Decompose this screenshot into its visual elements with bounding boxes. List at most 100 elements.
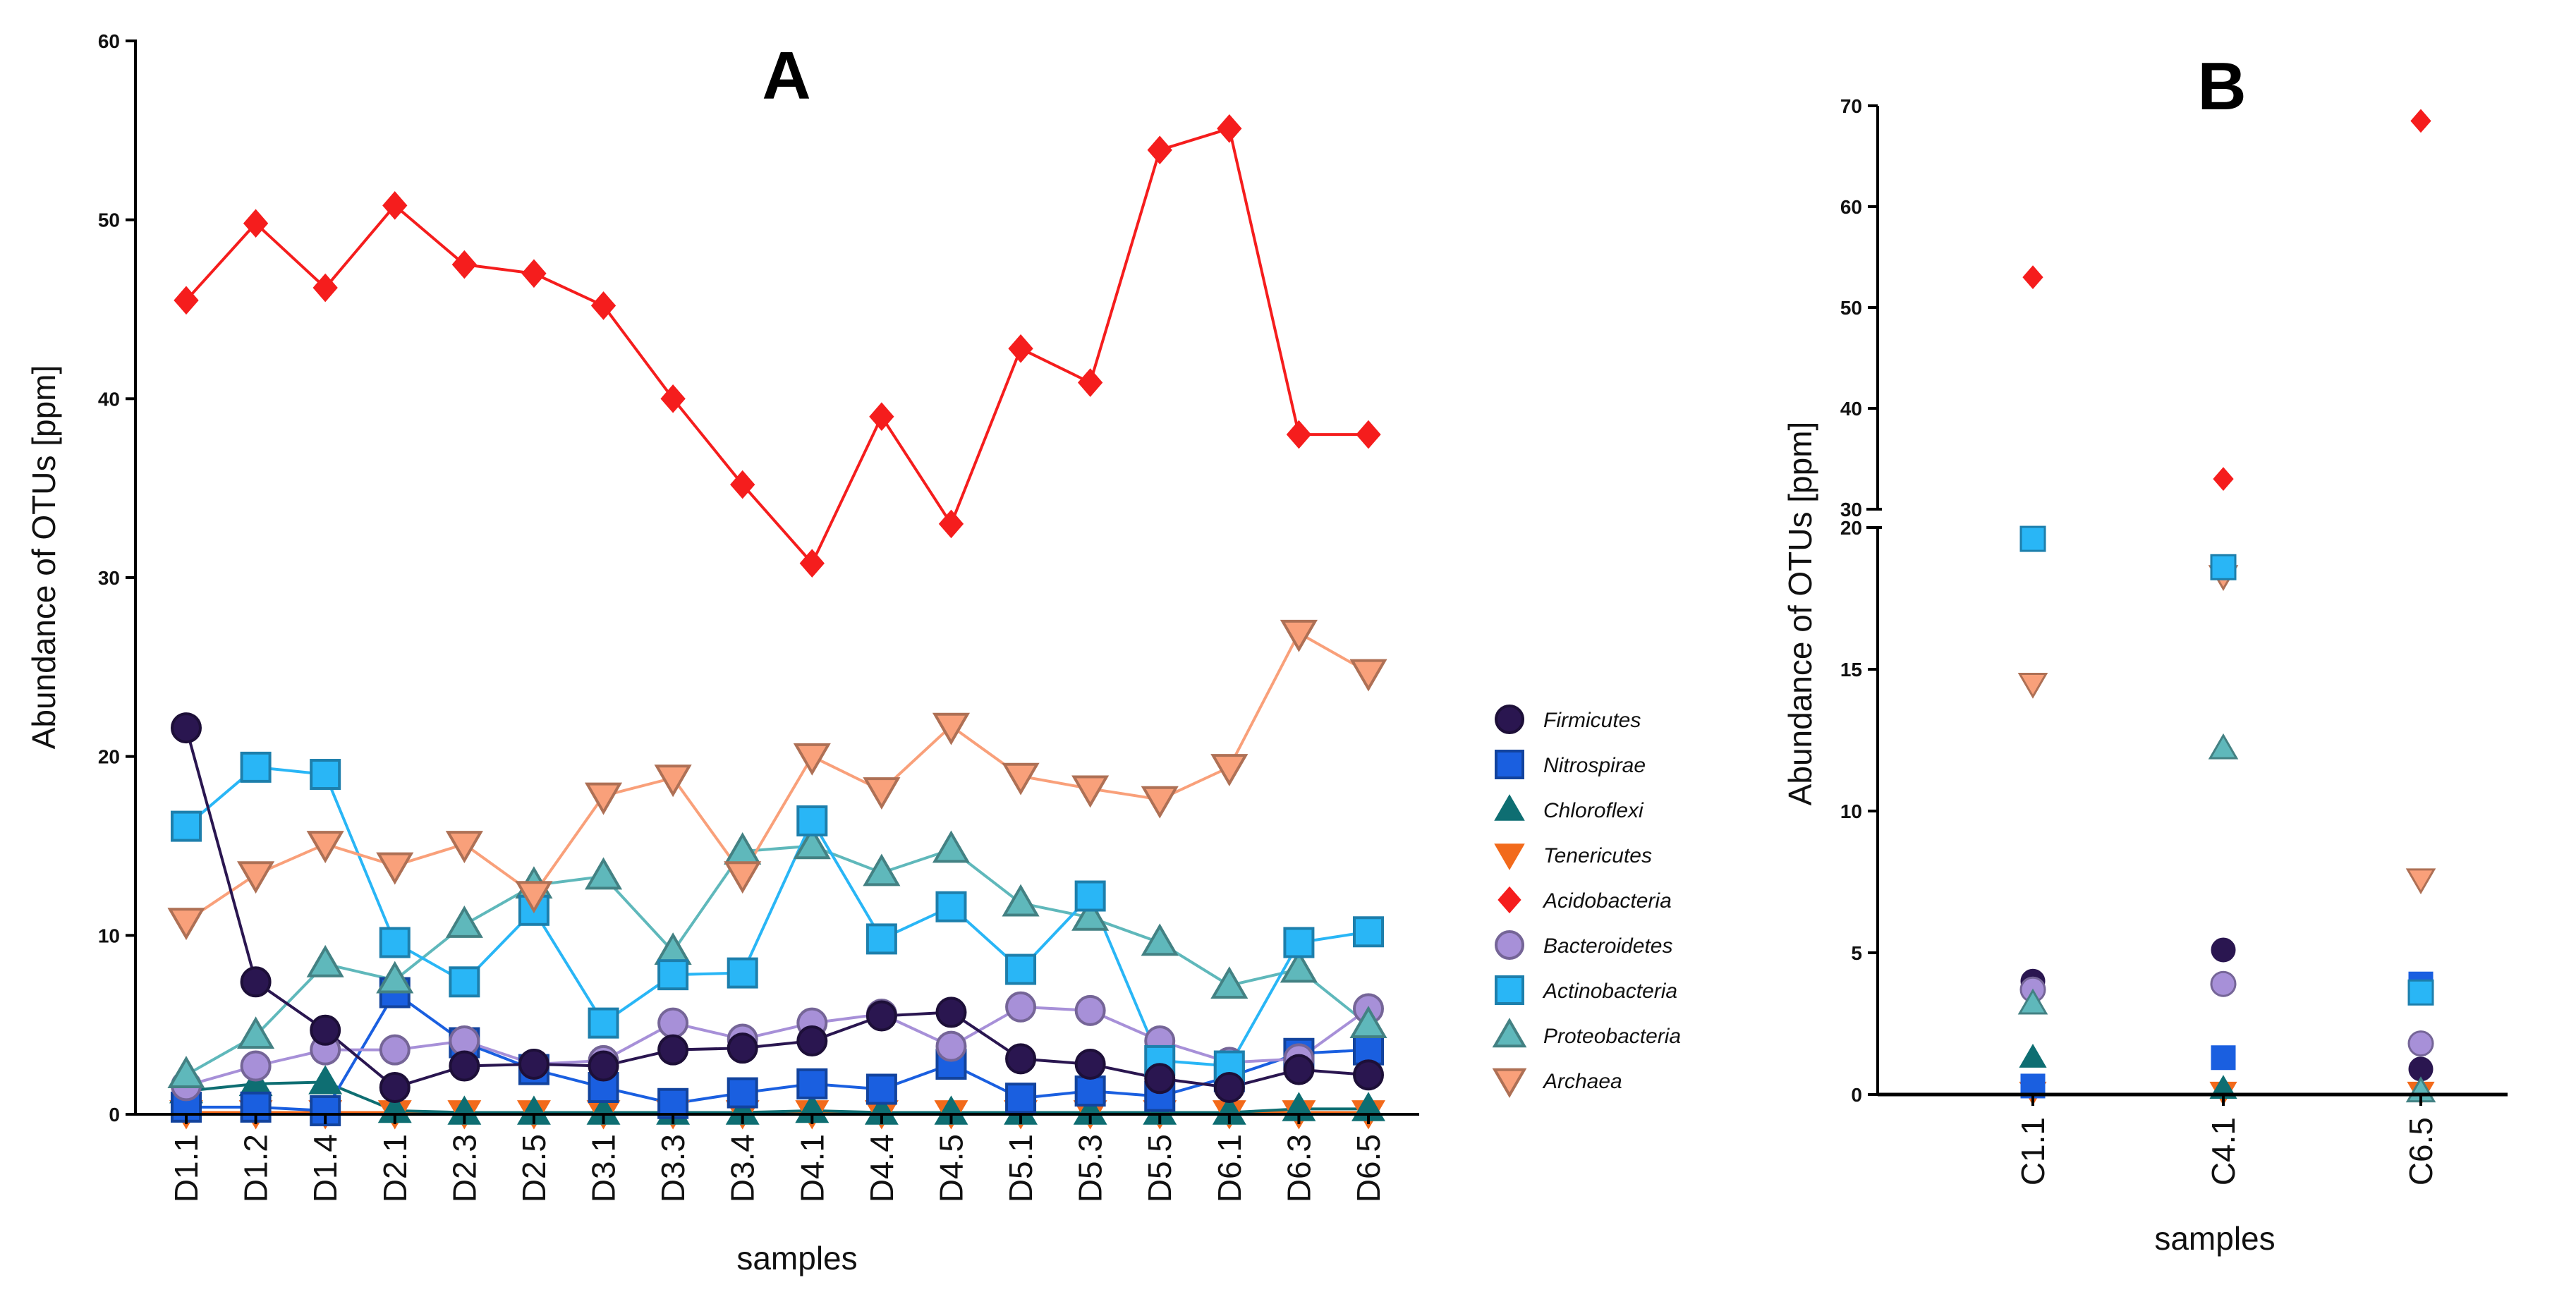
data-point-firmicutes: [1005, 1043, 1037, 1075]
panel-b-x-tick-label: C1.1: [2015, 1117, 2051, 1186]
data-point-actinobacteria: [796, 805, 828, 836]
data-point-nitrospirae: [727, 1077, 758, 1109]
b-data-point-actinobacteria: [2210, 554, 2237, 580]
data-point-firmicutes: [1353, 1059, 1384, 1091]
b-data-point-acidobacteria: [2213, 467, 2234, 491]
data-point-proteobacteria: [167, 1056, 205, 1088]
legend-marker-firmicutes: [1495, 705, 1524, 734]
panel-a-y-tick-label: 0: [109, 1104, 120, 1126]
panel-a-x-tick-label: D4.4: [863, 1134, 900, 1202]
panel-b-y-tick-label: 5: [1851, 942, 1862, 964]
data-point-actinobacteria: [171, 810, 202, 842]
data-point-proteobacteria: [863, 853, 901, 886]
data-point-acidobacteria: [1286, 420, 1312, 449]
b-data-point-chloroflexi: [2019, 1044, 2047, 1068]
data-point-firmicutes: [379, 1071, 411, 1103]
data-point-archaea: [167, 908, 205, 941]
legend-entry-acidobacteria: Acidobacteria: [1497, 886, 1672, 914]
data-point-actinobacteria: [1353, 916, 1384, 948]
data-point-proteobacteria: [1210, 966, 1248, 999]
legend-label-tenericutes: Tenericutes: [1543, 844, 1652, 867]
panel-a-x-tick-label: D6.3: [1280, 1134, 1317, 1202]
data-point-acidobacteria: [730, 470, 755, 499]
data-point-acidobacteria: [1008, 334, 1033, 363]
panel-b-y-tick-label: 0: [1851, 1084, 1862, 1106]
b-series-markers-bacteroidetes: [2019, 970, 2434, 1057]
data-point-archaea: [1280, 619, 1318, 652]
b-data-point-bacteroidetes: [2210, 970, 2237, 997]
panel-a-x-tick-label: D5.3: [1072, 1134, 1109, 1202]
data-point-chloroflexi: [1073, 1095, 1107, 1125]
panel-a-x-tick-label: D3.4: [724, 1134, 761, 1202]
data-point-archaea: [1141, 786, 1179, 819]
data-point-firmicutes: [310, 1014, 341, 1046]
panel-a-x-tick-label: D2.3: [446, 1134, 482, 1202]
panel-a-y-axis-label: Abundance of OTUs [ppm]: [25, 365, 62, 750]
data-point-proteobacteria: [1071, 898, 1110, 931]
panel-b-y-tick-label: 40: [1840, 398, 1862, 420]
data-point-archaea: [932, 712, 971, 745]
data-point-actinobacteria: [240, 751, 272, 783]
b-data-point-archaea: [2017, 673, 2048, 699]
data-point-chloroflexi: [308, 1065, 343, 1095]
data-point-actinobacteria: [935, 891, 967, 922]
data-point-acidobacteria: [660, 384, 686, 413]
legend-entry-chloroflexi: Chloroflexi: [1494, 794, 1644, 822]
data-point-acidobacteria: [521, 259, 547, 288]
b-data-point-bacteroidetes: [2407, 1030, 2434, 1057]
panel-b-y-tick-label: 70: [1840, 95, 1862, 117]
data-point-acidobacteria: [869, 402, 894, 432]
data-point-acidobacteria: [799, 549, 825, 578]
b-series-markers-acidobacteria: [2022, 109, 2431, 491]
data-point-proteobacteria: [1141, 923, 1179, 956]
data-point-archaea: [306, 831, 344, 864]
panel-a-x-tick-label: D3.1: [585, 1134, 622, 1202]
data-point-firmicutes: [1283, 1054, 1315, 1085]
data-point-firmicutes: [588, 1050, 619, 1082]
data-point-firmicutes: [657, 1034, 689, 1066]
data-point-firmicutes: [935, 997, 967, 1028]
data-point-proteobacteria: [306, 944, 344, 977]
panel-a-x-tick-label: D1.4: [307, 1134, 344, 1202]
legend-label-proteobacteria: Proteobacteria: [1543, 1025, 1681, 1048]
legend-entry-bacteroidetes: Bacteroidetes: [1495, 930, 1672, 960]
panel-a-x-tick-label: D3.3: [655, 1134, 691, 1202]
series-markers-archaea: [167, 619, 1387, 941]
panel-b-x-axis-label: samples: [2154, 1220, 2275, 1257]
data-point-bacteroidetes: [240, 1050, 272, 1082]
data-point-nitrospirae: [865, 1073, 897, 1105]
legend-marker-archaea: [1492, 1068, 1527, 1098]
data-point-acidobacteria: [1147, 135, 1172, 165]
data-point-actinobacteria: [379, 927, 411, 958]
panel-a-y-tick-label: 60: [98, 30, 120, 52]
data-point-nitrospirae: [796, 1068, 828, 1099]
panel-a-chart: 0 10 20 30 40 50 60 D1.1 D1.2 D1.4 D2.1 D2.3 D2.5 D3.…: [25, 30, 1419, 1276]
data-point-proteobacteria: [1349, 1006, 1387, 1038]
data-point-nitrospirae: [1074, 1075, 1106, 1107]
panel-b-x-tick-label: C4.1: [2205, 1117, 2242, 1186]
series-markers-acidobacteria: [174, 114, 1381, 578]
panel-a-x-tick-label: D5.5: [1141, 1134, 1178, 1202]
series-markers-proteobacteria: [167, 827, 1387, 1088]
data-point-archaea: [1002, 762, 1040, 796]
panel-b-y-axis-label: Abundance of OTUs [ppm]: [1782, 422, 1818, 806]
legend-marker-bacteroidetes: [1495, 930, 1524, 960]
data-point-archaea: [584, 782, 623, 815]
data-point-proteobacteria: [584, 857, 623, 890]
data-point-firmicutes: [171, 712, 202, 744]
panel-b-y-tick-label: 20: [1840, 517, 1862, 539]
legend-label-nitrospirae: Nitrospirae: [1543, 754, 1646, 777]
data-point-actinobacteria: [310, 759, 341, 791]
data-point-acidobacteria: [174, 286, 199, 315]
data-point-archaea: [237, 861, 275, 894]
data-point-archaea: [515, 881, 553, 914]
data-point-bacteroidetes: [379, 1034, 411, 1066]
b-data-point-firmicutes: [2211, 937, 2236, 963]
series-markers-actinobacteria: [171, 751, 1384, 1082]
data-point-actinobacteria: [449, 966, 480, 998]
panel-b-chart: 30 40 50 60 70 0 5 10 15 20 C1.1 C4.1 C6.5 B samples…: [1782, 49, 2508, 1257]
data-point-proteobacteria: [376, 961, 414, 994]
b-data-point-actinobacteria: [2407, 979, 2434, 1006]
data-point-chloroflexi: [447, 1095, 482, 1125]
panel-a-x-tick-label: D4.1: [794, 1134, 830, 1202]
